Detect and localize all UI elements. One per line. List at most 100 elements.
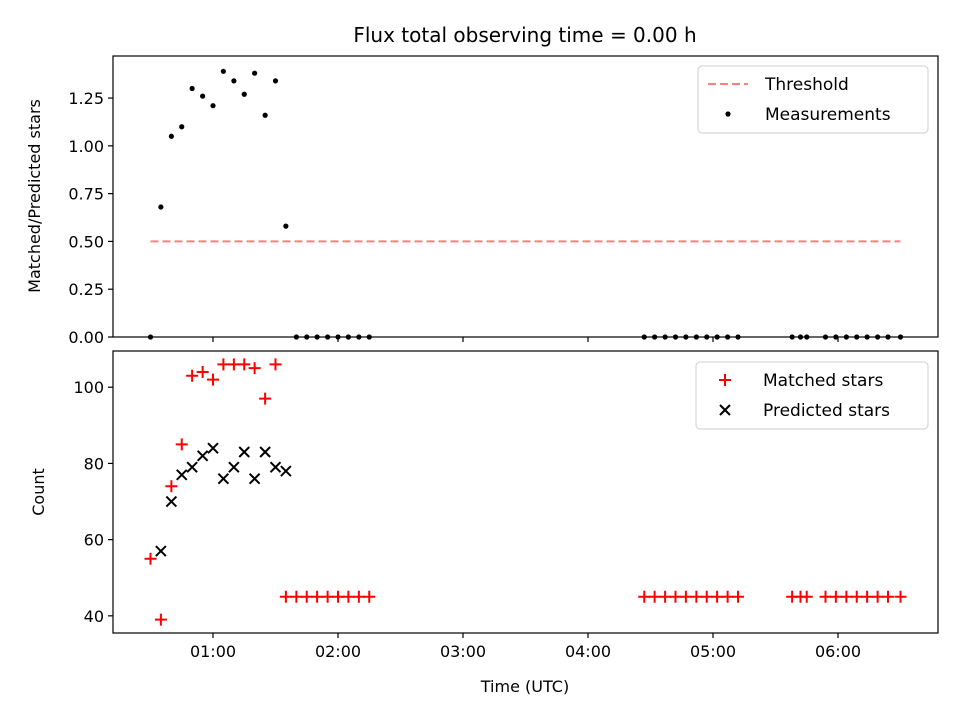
measurement-point (210, 103, 216, 109)
matched-star-point (800, 590, 813, 603)
predicted-star-point (155, 545, 167, 557)
matched-legend-label: Matched stars (763, 371, 883, 391)
predicted-star-point (165, 495, 178, 508)
matched-star-point (840, 590, 853, 603)
top-y-tick-label: 0.50 (68, 232, 104, 251)
matched-star-point (690, 590, 703, 603)
matched-star-point (186, 369, 199, 382)
bottom-plot-area (144, 358, 907, 626)
measurement-point (241, 91, 247, 97)
top-axes-frame (112, 55, 939, 338)
matched-star-point (175, 438, 188, 451)
predicted-star-point (269, 461, 282, 473)
top-legend-box (697, 65, 929, 134)
matched-star-point (850, 590, 863, 603)
bottom-y-tick-label: 80 (84, 454, 104, 473)
top-y-tick-label: 0.75 (68, 185, 104, 204)
matched-star-point (679, 590, 692, 603)
measurement-point (168, 133, 174, 139)
matched-star-point (217, 358, 230, 371)
measurements-legend-swatch (725, 111, 731, 117)
matched-star-point (207, 373, 219, 386)
matched-star-point (227, 358, 240, 371)
measurement-point (200, 93, 206, 99)
predicted-star-point (280, 465, 292, 477)
top-ticks: 0.00 0.25 0.50 0.75 1.00 1.25 (68, 89, 839, 347)
matched-star-point (700, 590, 713, 603)
top-y-tick-label: 0.25 (68, 280, 104, 299)
matched-star-point (311, 590, 324, 603)
bottom-legend-box (695, 361, 929, 430)
matched-star-point (342, 590, 355, 603)
matched-star-point (721, 590, 734, 603)
x-tick-label: 05:00 (690, 642, 736, 661)
threshold-legend-label: Threshold (764, 75, 849, 95)
measurement-point (220, 68, 226, 74)
chart-title: Flux total observing time = 0.00 h (353, 23, 696, 47)
matched-star-point (259, 392, 272, 405)
matched-star-point (871, 590, 884, 603)
matched-star-point (363, 590, 376, 603)
matched-star-point (669, 590, 682, 603)
top-panel: 0.00 0.25 0.50 0.75 1.00 1.25 Matched/Predict… (25, 55, 939, 347)
matched-star-point (165, 480, 178, 493)
matched-legend-swatch (719, 374, 731, 386)
predicted-star-point (207, 442, 219, 454)
measurement-point (262, 112, 268, 118)
measurement-point (272, 78, 279, 84)
measurement-point (158, 204, 164, 210)
matched-star-point (648, 590, 661, 603)
matched-star-point (279, 590, 292, 603)
predicted-star-point (259, 446, 271, 458)
predicted-star-point (238, 446, 250, 458)
measurement-point (231, 78, 237, 84)
bottom-y-axis-label: Count (29, 468, 48, 516)
top-y-axis-label: Matched/Predicted stars (25, 99, 44, 293)
measurement-point (252, 70, 258, 76)
matched-star-point (196, 365, 209, 378)
x-tick-label: 02:00 (315, 642, 361, 661)
predicted-star-point (196, 450, 209, 462)
bottom-legend: Matched stars Predicted stars (695, 361, 929, 430)
matched-star-point (248, 362, 261, 375)
measurement-point (179, 124, 185, 130)
x-tick-label: 04:00 (565, 642, 611, 661)
matched-star-point (732, 590, 744, 603)
top-y-tick-label: 1.25 (68, 89, 104, 108)
matched-star-point (352, 590, 365, 603)
x-tick-label: 06:00 (815, 642, 861, 661)
matched-star-point (154, 613, 167, 626)
matched-star-point (882, 590, 894, 603)
bottom-y-tick-label: 40 (84, 607, 104, 626)
bottom-y-tick-label: 100 (73, 378, 104, 397)
measurement-point (283, 223, 289, 229)
measurements-legend-label: Measurements (765, 105, 891, 125)
predicted-legend-label: Predicted stars (763, 401, 890, 421)
matched-star-point (894, 590, 907, 603)
top-y-tick-label: 1.00 (68, 137, 104, 156)
predicted-star-point (186, 461, 198, 473)
predicted-star-point (217, 472, 230, 485)
matched-star-point (269, 358, 282, 371)
x-axis-label: Time (UTC) (480, 677, 569, 696)
matched-star-point (638, 590, 651, 603)
bottom-axes-frame (112, 350, 939, 634)
matched-star-point (321, 590, 334, 603)
matched-star-point (144, 552, 157, 565)
matched-star-point (238, 358, 251, 371)
predicted-legend-swatch (719, 404, 731, 416)
predicted-star-point (228, 461, 240, 473)
matched-star-point (829, 590, 842, 603)
matched-star-point (332, 590, 344, 603)
matched-star-point (300, 590, 313, 603)
x-tick-label: 03:00 (440, 642, 486, 661)
measurement-point (189, 85, 195, 92)
matched-star-point (290, 590, 303, 603)
predicted-star-point (176, 469, 188, 481)
matched-star-point (659, 590, 672, 603)
bottom-y-tick-label: 60 (84, 531, 104, 550)
top-y-tick-label: 0.00 (68, 328, 104, 347)
predicted-star-point (248, 472, 261, 485)
x-tick-label: 01:00 (190, 642, 236, 661)
